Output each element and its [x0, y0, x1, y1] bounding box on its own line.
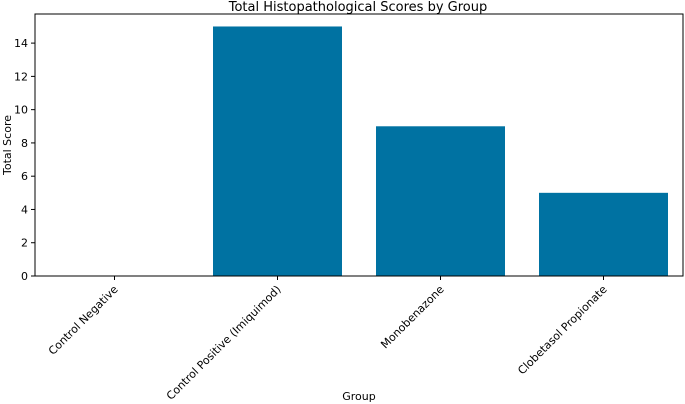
x-tick-label: Control Positive (Imiquimod) — [164, 283, 284, 403]
bar-monobenazone — [376, 126, 505, 277]
x-axis-ticks: Control Negative Control Positive (Imiqui… — [46, 276, 610, 403]
y-tick-label: 6 — [21, 170, 28, 183]
plot-frame — [34, 13, 684, 277]
x-tick-label: Clobetasol Propionate — [515, 283, 609, 377]
bar-control-positive-imiquimod — [213, 26, 342, 276]
bars — [213, 26, 668, 277]
y-tick-label: 10 — [14, 104, 28, 117]
bar-clobetasol-propionate — [539, 192, 668, 276]
y-tick-label: 4 — [21, 203, 28, 216]
x-tick-label: Monobenazone — [378, 283, 446, 351]
x-tick-label: Control Negative — [46, 283, 121, 358]
y-tick-label: 2 — [21, 237, 28, 250]
x-axis-label: Group — [342, 390, 376, 403]
chart-title: Total Histopathological Scores by Group — [228, 0, 487, 15]
y-axis-label: Total Score — [1, 115, 14, 176]
y-axis-ticks: 0 2 4 6 8 10 12 14 — [14, 37, 35, 283]
y-tick-label: 0 — [21, 270, 28, 283]
y-tick-label: 8 — [21, 137, 28, 150]
y-tick-label: 14 — [14, 37, 28, 50]
y-tick-label: 12 — [14, 70, 28, 83]
